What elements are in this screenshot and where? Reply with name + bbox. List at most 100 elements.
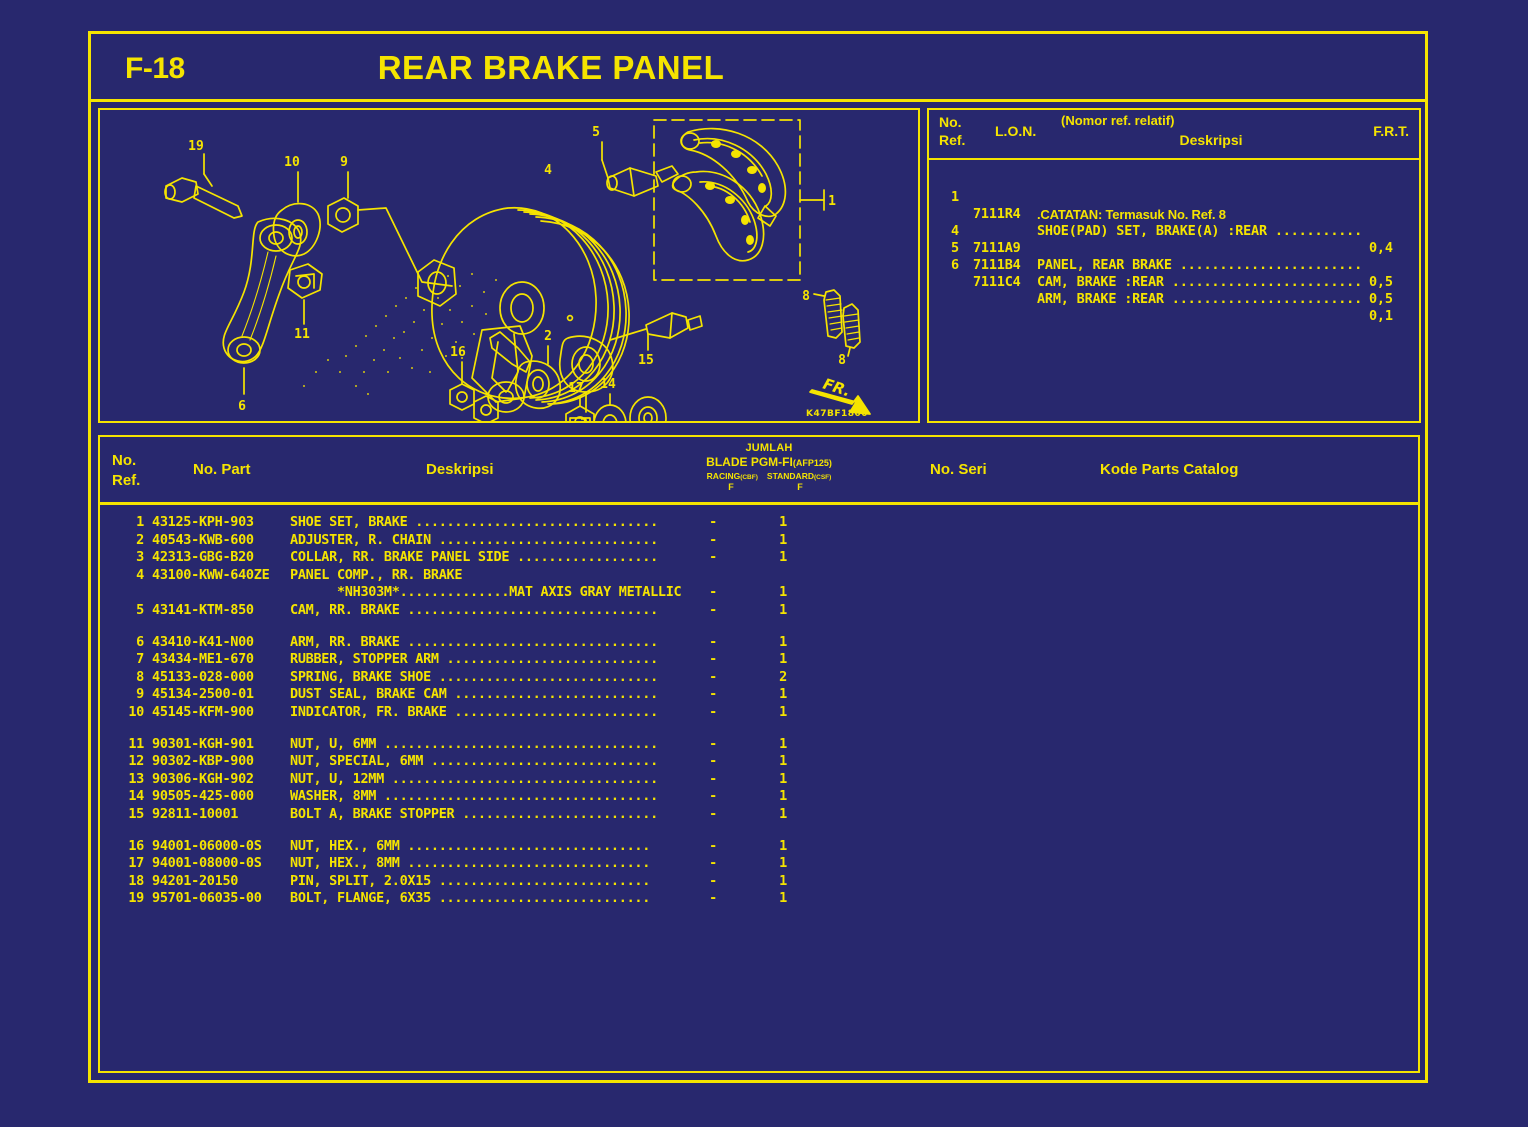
parts-cell-qty-standard: 1	[779, 805, 787, 822]
parts-row-gap	[100, 824, 1418, 838]
parts-cell-qty-racing: -	[709, 735, 717, 752]
parts-cell-description: SPRING, BRAKE SHOE .....................…	[290, 668, 658, 685]
parts-cell-description: ARM, RR. BRAKE .........................…	[290, 633, 658, 650]
parts-header-racing-sub: F	[728, 482, 734, 492]
frt-cell-ref: 4	[951, 223, 959, 239]
parts-cell-description: NUT, SPECIAL, 6MM ......................…	[290, 753, 658, 770]
table-row: 12 90302-KBP-900 NUT, SPECIAL, 6MM .......…	[100, 753, 1418, 771]
parts-cell-part-number: 43410-K41-N00	[152, 633, 254, 650]
svg-text:15: 15	[638, 353, 654, 368]
diagram-svg: 19 10 9 5 4 1 16 11 2 12 6 3 13 8 8 15 1	[164, 119, 871, 421]
parts-cell-qty-standard: 1	[779, 837, 787, 854]
frt-row: 4 7111A9 PANEL, REAR BRAKE .............…	[929, 206, 1419, 290]
parts-cell-part-number: 45134-2500-01	[152, 686, 254, 703]
parts-row-gap	[100, 620, 1418, 634]
table-row: 3 42313-GBG-B20 COLLAR, RR. BRAKE PANEL SI…	[100, 549, 1418, 567]
parts-header-jumlah: JUMLAH	[745, 442, 793, 454]
parts-cell-part-number: 94001-06000-0S	[152, 837, 262, 854]
svg-text:9: 9	[340, 155, 348, 170]
parts-table-body: 1 43125-KPH-903 SHOE SET, BRAKE ..........…	[100, 505, 1418, 908]
table-row: 5 43141-KTM-850 CAM, RR. BRAKE ...........…	[100, 602, 1418, 620]
table-row: *NH303M*..............MAT AXIS GRAY META…	[100, 584, 1418, 602]
parts-cell-qty-racing: -	[709, 514, 717, 530]
svg-text:6: 6	[238, 399, 246, 414]
parts-cell-ref: 14	[128, 788, 144, 805]
parts-cell-description: *NH303M*..............MAT AXIS GRAY META…	[290, 584, 682, 601]
parts-cell-qty-racing: -	[709, 668, 717, 685]
frt-header-relative-note: (Nomor ref. relatif)	[1061, 113, 1175, 128]
frt-cell-lon: 7111C4	[973, 274, 1021, 290]
parts-header-standard: STANDARD(CSF)	[766, 471, 832, 481]
table-row: 13 90306-KGH-902 NUT, U, 12MM ............…	[100, 771, 1418, 789]
parts-cell-qty-standard: 2	[779, 668, 787, 685]
table-row: 7 43434-ME1-670 RUBBER, STOPPER ARM ......…	[100, 651, 1418, 669]
table-row: 11 90301-KGH-901 NUT, U, 6MM .............…	[100, 736, 1418, 754]
sheet-code: F-18	[125, 52, 185, 85]
frt-cell-lon: 7111B4	[973, 257, 1021, 273]
frt-table-body: 1 7111R4 SHOE(PAD) SET, BRAKE(A) :REAR .…	[929, 160, 1419, 324]
page-title: REAR BRAKE PANEL	[377, 49, 725, 86]
frt-row: 6 7111C4 ARM, BRAKE :REAR ..............…	[929, 240, 1419, 324]
parts-cell-description: NUT, U, 12MM ...........................…	[290, 770, 658, 787]
parts-header-no-ref: No. Ref.	[112, 452, 141, 489]
svg-text:4: 4	[544, 163, 552, 178]
parts-cell-qty-standard: 1	[779, 514, 787, 530]
parts-header-no-part: No. Part	[193, 461, 251, 478]
table-row: 2 40543-KWB-600 ADJUSTER, R. CHAIN .......…	[100, 532, 1418, 550]
parts-cell-ref: 12	[128, 753, 144, 770]
parts-cell-description: SHOE SET, BRAKE ........................…	[290, 514, 658, 530]
parts-cell-part-number: 92811-10001	[152, 805, 239, 822]
table-row: 14 90505-425-000 WASHER, 8MM .............…	[100, 788, 1418, 806]
parts-cell-ref: 13	[128, 770, 144, 787]
svg-text:14: 14	[600, 377, 616, 392]
parts-cell-ref: 7	[136, 651, 144, 668]
parts-cell-description: NUT, HEX., 8MM .........................…	[290, 855, 651, 872]
svg-text:8: 8	[802, 289, 810, 304]
svg-text:8: 8	[838, 353, 846, 368]
frt-cell-frt: 0,4	[1369, 240, 1393, 256]
parts-cell-part-number: 43125-KPH-903	[152, 514, 254, 530]
parts-cell-qty-standard: 1	[779, 584, 787, 601]
parts-cell-qty-racing: -	[709, 788, 717, 805]
parts-cell-qty-racing: -	[709, 753, 717, 770]
parts-cell-ref: 6	[136, 633, 144, 650]
parts-cell-part-number: 90306-KGH-902	[152, 770, 254, 787]
parts-header-jumlah-group: JUMLAH BLADE PGM-FI(AFP125) RACING(CBF) …	[678, 442, 860, 492]
parts-cell-ref: 4	[136, 566, 144, 583]
parts-cell-part-number: 40543-KWB-600	[152, 531, 254, 548]
frt-cell-frt: 0,1	[1369, 308, 1393, 324]
parts-cell-part-number: 42313-GBG-B20	[152, 549, 254, 566]
parts-cell-qty-standard: 1	[779, 735, 787, 752]
frt-cell-lon: 7111A9	[973, 240, 1021, 256]
svg-text:1: 1	[828, 194, 836, 209]
svg-text:3: 3	[580, 417, 588, 421]
frt-row-note: .CATATAN: Termasuk No. Ref. 8	[929, 189, 1419, 222]
parts-row-gap	[100, 722, 1418, 736]
parts-cell-part-number: 95701-06035-00	[152, 890, 262, 907]
parts-cell-qty-racing: -	[709, 549, 717, 566]
frt-row: 5 7111B4 CAM, BRAKE :REAR ..............…	[929, 223, 1419, 307]
parts-cell-qty-racing: -	[709, 872, 717, 889]
parts-cell-ref: 11	[128, 735, 144, 752]
parts-cell-part-number: 43434-ME1-670	[152, 651, 254, 668]
parts-cell-description: PIN, SPLIT, 2.0X15 .....................…	[290, 872, 651, 889]
svg-text:5: 5	[592, 125, 600, 140]
parts-cell-ref: 8	[136, 668, 144, 685]
parts-cell-description: NUT, HEX., 6MM .........................…	[290, 837, 651, 854]
frt-header-deskripsi: Deskripsi	[1179, 132, 1243, 148]
svg-text:17: 17	[568, 381, 584, 396]
parts-cell-qty-standard: 1	[779, 651, 787, 668]
frt-cell-ref: 5	[951, 240, 959, 256]
parts-cell-ref: 1	[136, 514, 144, 530]
parts-cell-qty-standard: 1	[779, 686, 787, 703]
parts-cell-qty-standard: 1	[779, 753, 787, 770]
parts-table: No. Ref. No. Part Deskripsi JUMLAH BLADE…	[98, 435, 1420, 1073]
table-row: 16 94001-06000-0S NUT, HEX., 6MM .........…	[100, 838, 1418, 856]
parts-cell-part-number: 94201-20150	[152, 872, 239, 889]
parts-cell-qty-racing: -	[709, 770, 717, 787]
parts-cell-qty-racing: -	[709, 890, 717, 907]
svg-text:10: 10	[284, 155, 300, 170]
svg-text:11: 11	[294, 327, 310, 342]
parts-cell-part-number: 45133-028-000	[152, 668, 254, 685]
parts-cell-qty-racing: -	[709, 703, 717, 720]
